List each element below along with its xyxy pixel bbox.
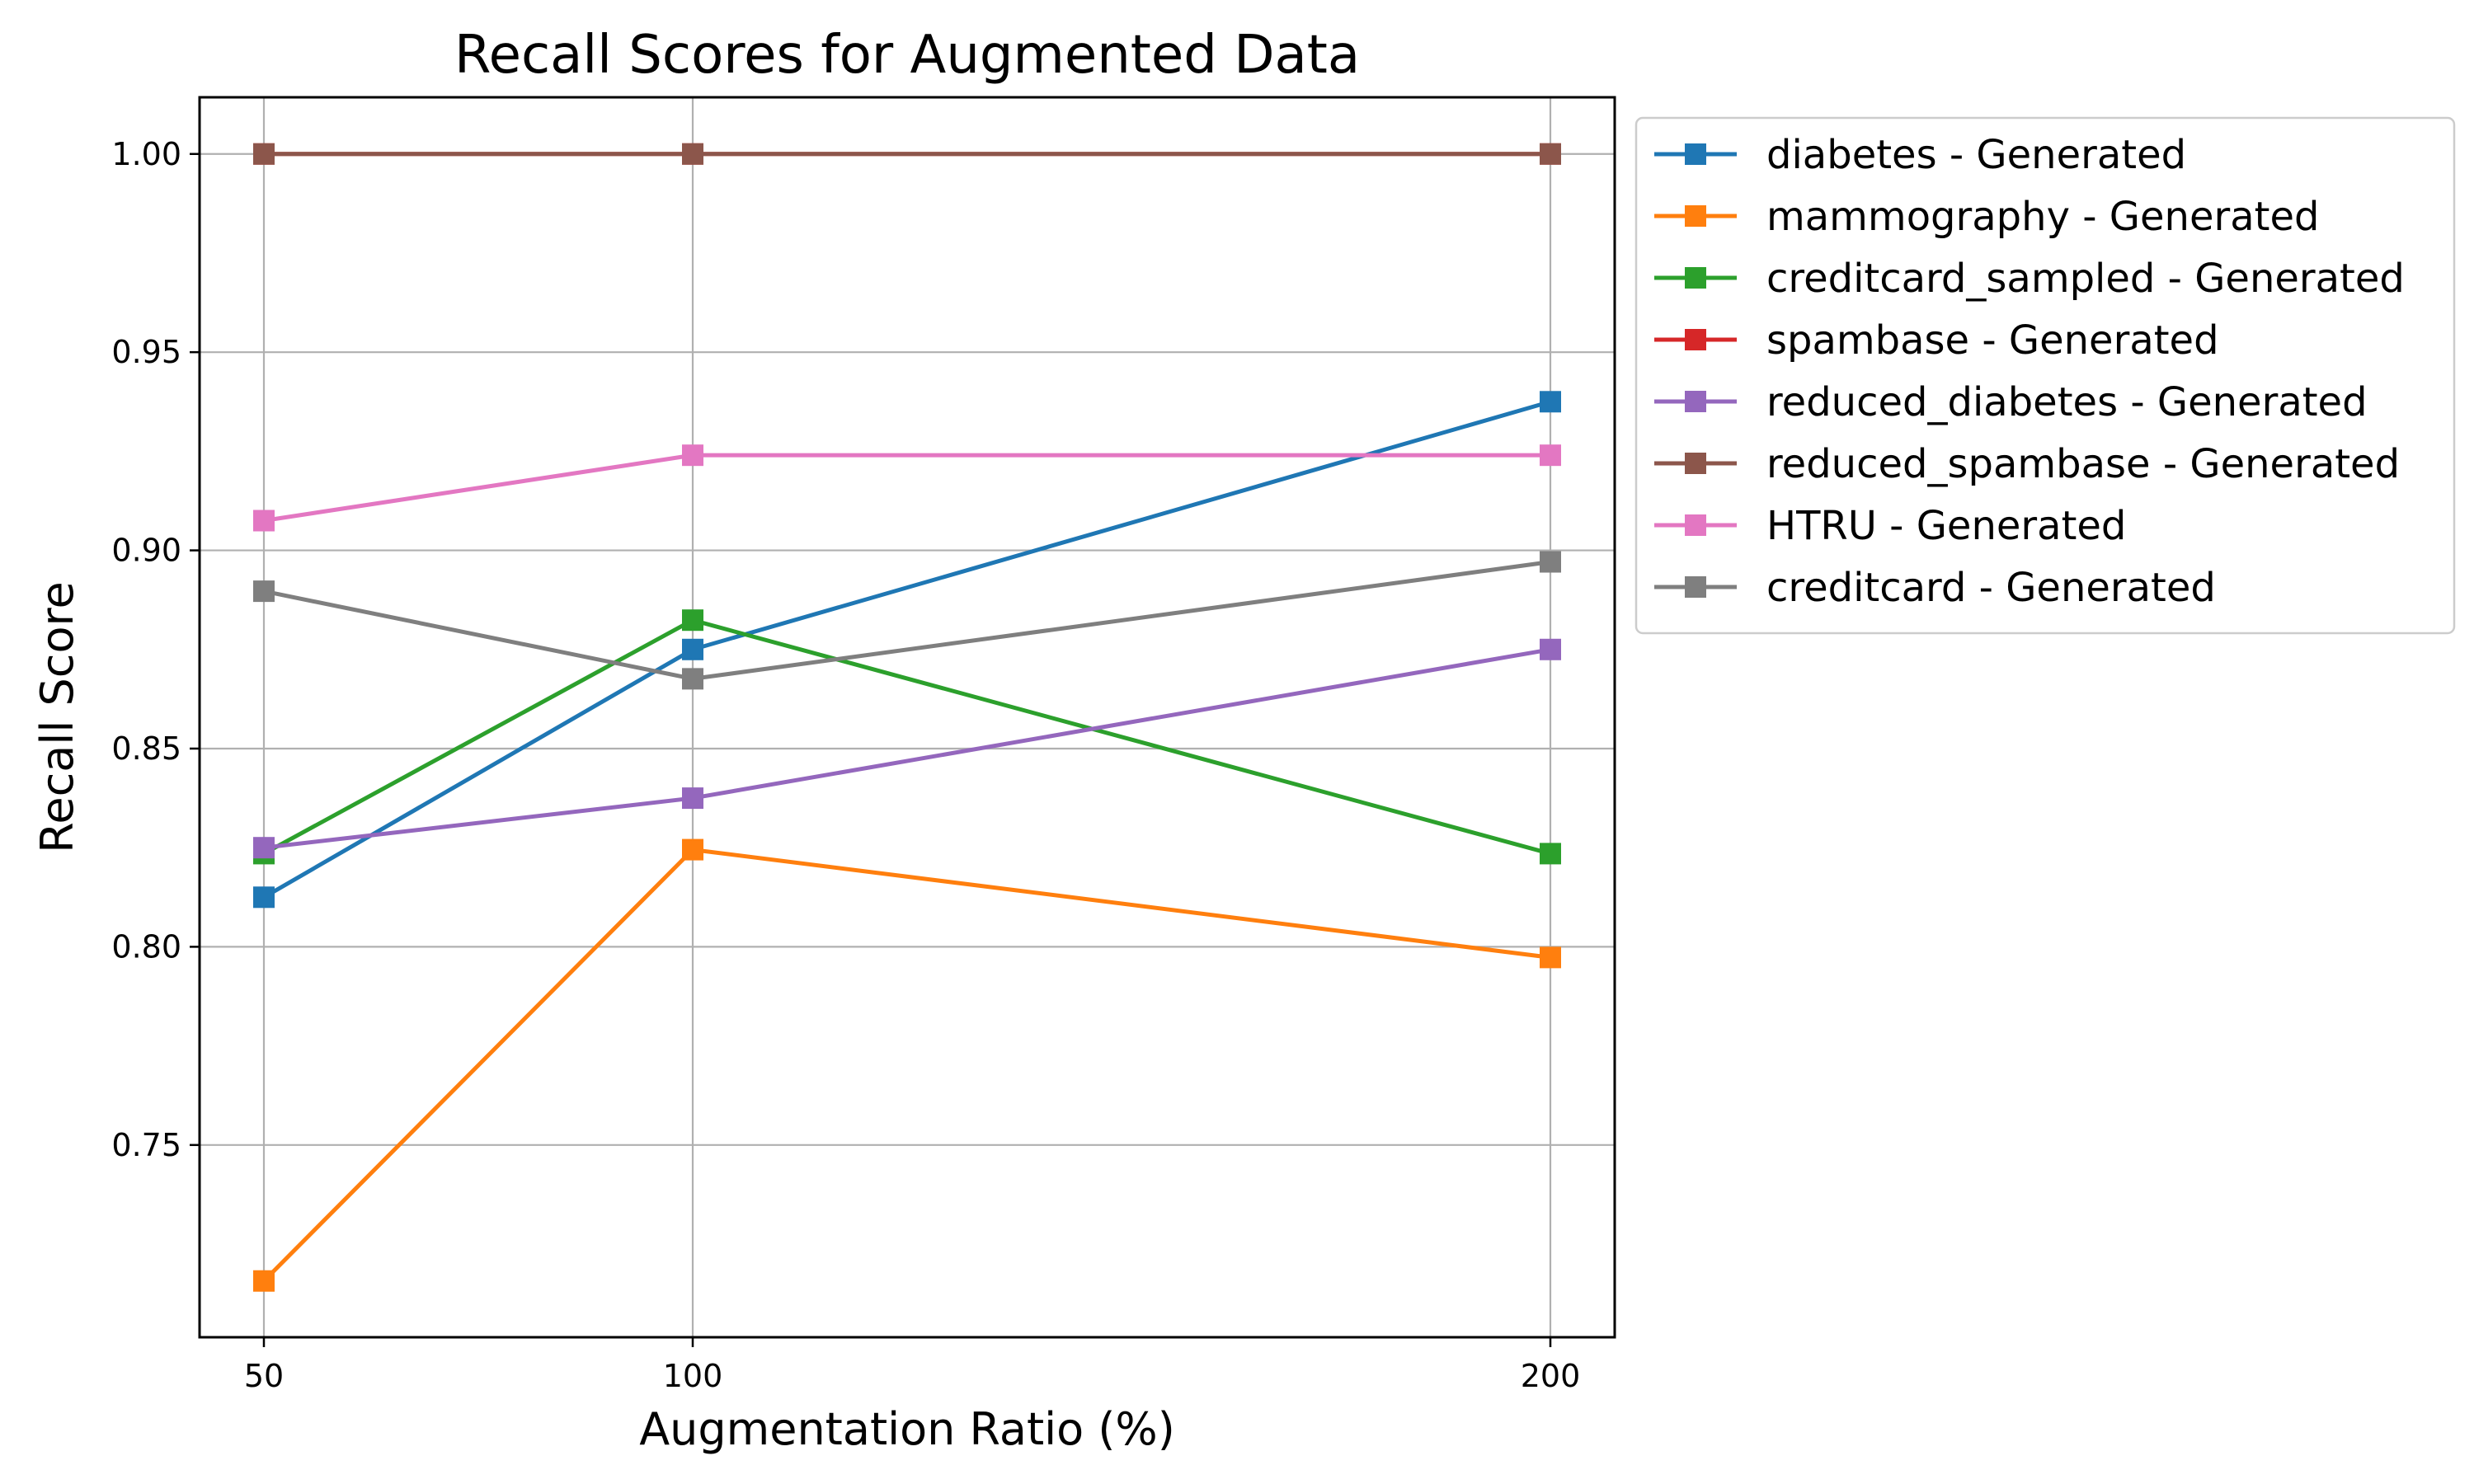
y-tick-label: 0.85 — [111, 730, 181, 767]
legend-marker-swatch — [1685, 391, 1706, 412]
legend-marker-swatch — [1685, 514, 1706, 536]
series-lines — [253, 143, 1561, 1292]
series-line — [262, 618, 1551, 856]
data-point-marker — [253, 510, 275, 532]
data-point-marker — [682, 668, 703, 690]
series-line — [263, 453, 1550, 523]
data-point-marker — [253, 580, 275, 603]
legend-marker-swatch — [1685, 205, 1706, 227]
data-point-marker — [682, 838, 703, 861]
legend-entry-label: creditcard_sampled - Generated — [1766, 256, 2405, 302]
data-point-marker — [1540, 946, 1561, 969]
legend-box — [1634, 116, 2456, 635]
data-point-marker — [1540, 638, 1561, 660]
legend-entry-label: HTRU - Generated — [1766, 503, 2126, 549]
y-tick-label: 0.90 — [111, 533, 181, 569]
data-point-marker — [1540, 551, 1561, 573]
data-point-marker — [1540, 143, 1561, 165]
data-point-marker — [682, 787, 703, 810]
y-tick-label: 1.00 — [111, 136, 181, 172]
series-mammography — [253, 838, 1561, 1292]
data-point-marker — [1540, 843, 1561, 865]
series-HTRU — [253, 444, 1561, 532]
legend-marker-swatch — [1685, 329, 1706, 350]
legend-marker-swatch — [1685, 267, 1706, 289]
data-point-marker — [682, 143, 703, 165]
y-axis-label: Recall Score — [31, 581, 83, 853]
series-line — [263, 560, 1551, 681]
x-tick-label: 100 — [663, 1358, 723, 1394]
data-point-marker — [253, 1270, 275, 1292]
plot-area-frame — [198, 96, 1616, 1339]
grid-lines — [200, 97, 1615, 1337]
data-point-marker — [682, 609, 703, 632]
series-diabetes — [253, 391, 1561, 909]
legend-entry-label: mammography - Generated — [1766, 194, 2319, 240]
legend: diabetes - Generated mammography - Genera… — [1634, 116, 2456, 635]
x-tick-label: 50 — [244, 1358, 284, 1394]
legend-marker-swatch — [1685, 576, 1706, 598]
legend-entry-label: reduced_diabetes - Generated — [1766, 379, 2368, 425]
x-axis-label: Augmentation Ratio (%) — [639, 1403, 1175, 1455]
x-tick-label: 200 — [1521, 1358, 1581, 1394]
axis-ticks: 50 100 200 0.75 0.80 0.85 0.90 0.95 1.00 — [111, 136, 1580, 1394]
series-line — [262, 847, 1551, 1283]
legend-entry-label: creditcard - Generated — [1766, 565, 2216, 611]
legend-marker-swatch — [1685, 143, 1706, 165]
y-tick-label: 0.75 — [111, 1127, 181, 1163]
data-point-marker — [1540, 391, 1561, 413]
series-reduced_diabetes — [253, 638, 1561, 859]
series-reduced_spambase — [253, 143, 1561, 165]
data-point-marker — [253, 886, 275, 909]
y-tick-label: 0.80 — [111, 928, 181, 965]
chart-title: Recall Scores for Augmented Data — [454, 25, 1360, 86]
y-tick-label: 0.95 — [111, 334, 181, 370]
legend-marker-swatch — [1685, 453, 1706, 474]
series-creditcard — [253, 551, 1561, 690]
legend-entry-label: spambase - Generated — [1766, 317, 2219, 364]
legend-entry-label: diabetes - Generated — [1766, 132, 2186, 178]
data-point-marker — [682, 444, 703, 467]
data-point-marker — [253, 837, 275, 859]
legend-entry-label: reduced_spambase - Generated — [1766, 441, 2400, 487]
data-point-marker — [682, 638, 703, 660]
data-point-marker — [253, 143, 275, 165]
data-point-marker — [1540, 444, 1561, 467]
